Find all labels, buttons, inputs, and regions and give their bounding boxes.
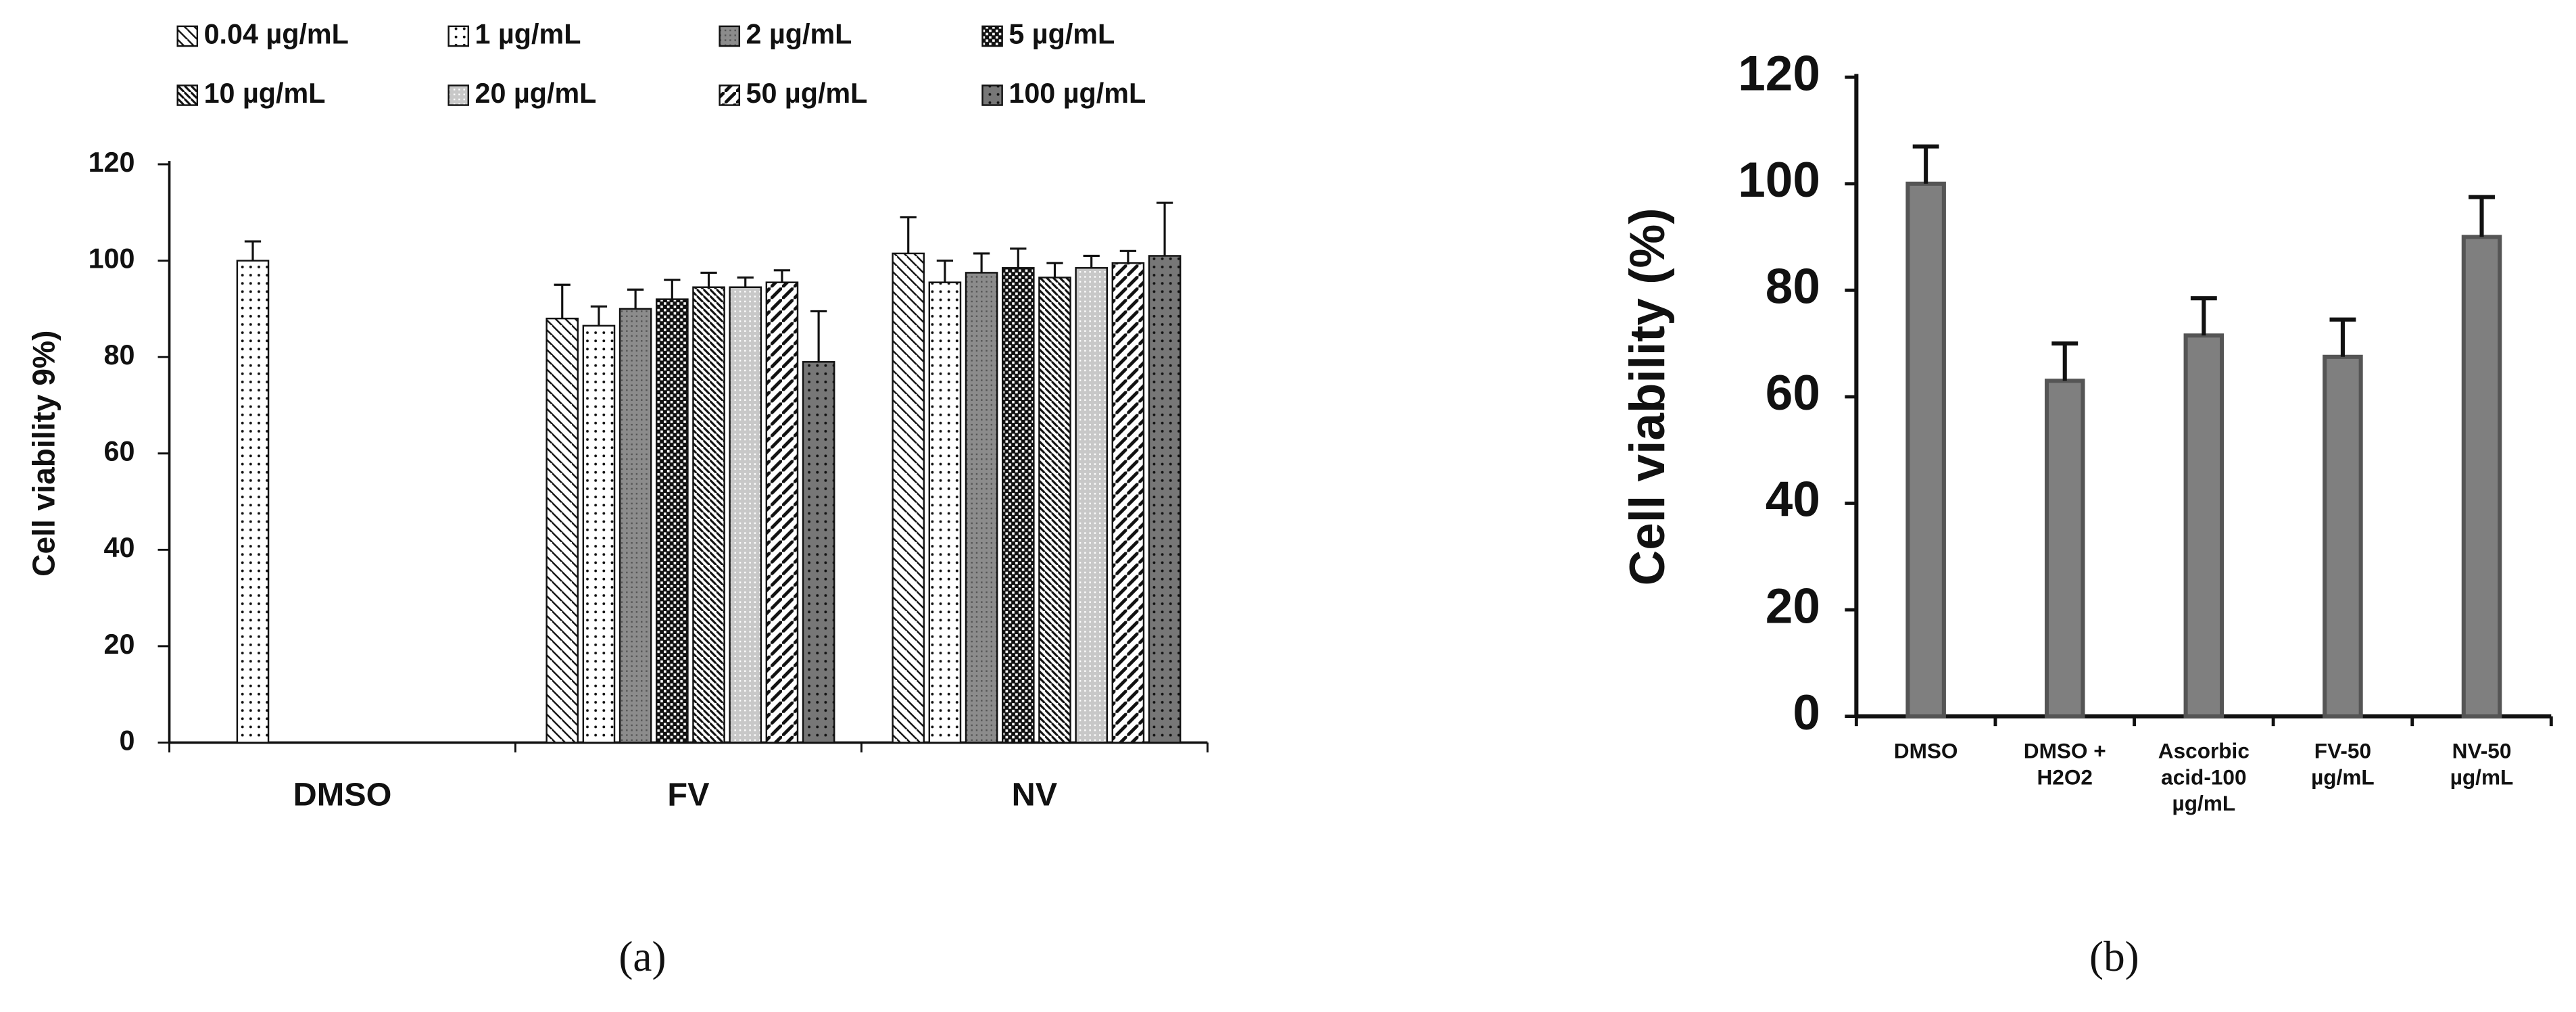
legend-label: 0.04 µg/mL (204, 18, 349, 49)
x-tick-label: DMSO + (2024, 738, 2106, 763)
error-bar (1912, 144, 1939, 184)
error-bar (700, 271, 717, 287)
bar (2461, 235, 2502, 719)
error-bar (737, 276, 754, 287)
error-bar (1010, 247, 1027, 268)
bar (236, 260, 270, 744)
x-tick-label: DMSO (1894, 738, 1958, 763)
x-tick-label: µg/mL (2450, 765, 2514, 789)
bar (2323, 354, 2363, 719)
bar (692, 286, 725, 744)
legend-swatch (981, 85, 1003, 106)
error-bar (1083, 254, 1100, 268)
error-bar (900, 216, 917, 254)
y-tick-label: 40 (104, 532, 135, 563)
error-bar (773, 269, 791, 283)
y-tick-label: 20 (1766, 579, 1820, 633)
error-bar (1156, 201, 1173, 256)
legend-swatch (981, 25, 1003, 47)
legend-label: 20 µg/mL (475, 78, 597, 109)
bar (1075, 267, 1108, 744)
y-tick-label: 20 (104, 629, 135, 660)
y-tick-label: 60 (104, 436, 135, 467)
legend-label: 1 µg/mL (475, 18, 581, 49)
x-tick-label: DMSO (293, 776, 392, 813)
caption: (a) (618, 933, 666, 980)
y-tick-label: 100 (89, 243, 135, 274)
error-bar (2469, 195, 2495, 237)
x-tick-label: µg/mL (2311, 765, 2375, 789)
bar (2044, 379, 2085, 719)
legend-label: 5 µg/mL (1008, 18, 1115, 49)
y-tick-label: 120 (89, 147, 135, 178)
y-tick-label: 0 (1793, 685, 1820, 740)
error-bar (627, 288, 644, 309)
error-bar (1046, 262, 1063, 278)
y-tick-label: 0 (120, 725, 135, 756)
bar (582, 324, 616, 744)
legend-label: 2 µg/mL (746, 18, 852, 49)
y-axis-label: Cell viability 9%) (26, 331, 61, 577)
x-tick-label: FV (667, 776, 710, 813)
error-bar (2051, 341, 2079, 381)
error-bar (936, 260, 954, 283)
error-bar (664, 279, 681, 299)
y-axis-label: Cell viability (%) (1620, 208, 1675, 585)
error-bar (554, 283, 570, 319)
legend-swatch (176, 25, 199, 47)
error-bar (810, 310, 827, 362)
error-bar (2190, 296, 2217, 336)
caption: (b) (2089, 933, 2139, 980)
x-tick-label: Ascorbic (2158, 738, 2250, 763)
bar (1905, 181, 1946, 719)
x-tick-label: FV-50 (2314, 738, 2371, 763)
bar (1001, 267, 1035, 744)
legend-swatch (447, 25, 470, 47)
y-tick-label: 60 (1766, 366, 1820, 420)
x-tick-label: H2O2 (2037, 765, 2093, 789)
bar (802, 361, 835, 744)
bar (545, 317, 579, 744)
bar (892, 252, 925, 744)
bar (618, 308, 652, 744)
error-bar (244, 240, 262, 261)
legend-label: 100 µg/mL (1008, 78, 1146, 109)
y-tick-label: 100 (1738, 153, 1820, 208)
y-tick-label: 40 (1766, 473, 1820, 527)
bar (1148, 255, 1182, 744)
legend-swatch (719, 25, 741, 47)
error-bar (973, 252, 990, 273)
bar (729, 286, 762, 744)
x-tick-label: NV (1012, 776, 1058, 813)
bar (656, 298, 689, 744)
bar (1038, 276, 1071, 744)
y-tick-label: 80 (1766, 260, 1820, 314)
error-bar (1119, 249, 1137, 264)
bar (2183, 333, 2225, 719)
legend-swatch (447, 85, 470, 106)
x-tick-label: NV-50 (2452, 738, 2512, 763)
y-tick-label: 80 (104, 339, 135, 370)
legend-label: 50 µg/mL (746, 78, 868, 109)
x-tick-label: acid-100 (2161, 765, 2246, 789)
y-tick-label: 120 (1738, 46, 1820, 101)
error-bar (2329, 317, 2356, 357)
error-bar (590, 305, 608, 326)
legend-swatch (719, 85, 741, 106)
bar (965, 272, 998, 744)
legend-swatch (176, 85, 199, 106)
bar (765, 281, 799, 744)
legend-label: 10 µg/mL (204, 78, 326, 109)
bar (928, 281, 962, 744)
x-tick-label: µg/mL (2172, 791, 2236, 815)
bar (1111, 262, 1145, 744)
